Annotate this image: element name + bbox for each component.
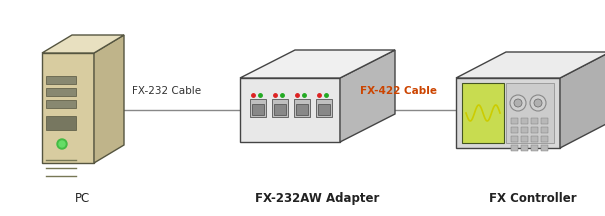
Text: FX-232 Cable: FX-232 Cable bbox=[132, 86, 201, 96]
Polygon shape bbox=[240, 50, 395, 78]
Polygon shape bbox=[462, 83, 504, 143]
Polygon shape bbox=[46, 76, 76, 84]
Polygon shape bbox=[42, 35, 124, 53]
Polygon shape bbox=[274, 104, 286, 115]
Bar bbox=[521, 145, 528, 151]
Polygon shape bbox=[316, 99, 332, 117]
Bar bbox=[541, 136, 548, 142]
Polygon shape bbox=[456, 78, 560, 148]
Circle shape bbox=[530, 95, 546, 111]
Bar bbox=[531, 136, 538, 142]
Polygon shape bbox=[46, 116, 76, 130]
Bar bbox=[541, 127, 548, 133]
Bar bbox=[511, 127, 518, 133]
Bar bbox=[521, 118, 528, 124]
Text: FX-232AW Adapter: FX-232AW Adapter bbox=[255, 192, 379, 205]
Bar bbox=[531, 127, 538, 133]
Bar bbox=[511, 145, 518, 151]
Polygon shape bbox=[294, 99, 310, 117]
Circle shape bbox=[514, 99, 522, 107]
Text: FX Controller: FX Controller bbox=[489, 192, 577, 205]
Polygon shape bbox=[46, 88, 76, 96]
Polygon shape bbox=[456, 52, 605, 78]
Circle shape bbox=[534, 99, 542, 107]
Bar bbox=[521, 127, 528, 133]
Text: PC: PC bbox=[76, 192, 91, 205]
Polygon shape bbox=[46, 100, 76, 108]
Polygon shape bbox=[250, 99, 266, 117]
Polygon shape bbox=[272, 99, 288, 117]
Bar bbox=[521, 136, 528, 142]
Bar bbox=[511, 136, 518, 142]
Bar bbox=[541, 145, 548, 151]
Circle shape bbox=[57, 139, 67, 149]
Bar bbox=[531, 118, 538, 124]
Bar bbox=[541, 118, 548, 124]
Circle shape bbox=[510, 95, 526, 111]
Polygon shape bbox=[240, 78, 340, 142]
Polygon shape bbox=[340, 50, 395, 142]
Text: FX-422 Cable: FX-422 Cable bbox=[359, 86, 436, 96]
Circle shape bbox=[59, 141, 65, 147]
Bar bbox=[511, 118, 518, 124]
Polygon shape bbox=[506, 83, 554, 143]
Polygon shape bbox=[560, 52, 605, 148]
Polygon shape bbox=[318, 104, 330, 115]
Polygon shape bbox=[252, 104, 264, 115]
Polygon shape bbox=[94, 35, 124, 163]
Polygon shape bbox=[42, 53, 94, 163]
Polygon shape bbox=[296, 104, 308, 115]
Bar bbox=[531, 145, 538, 151]
